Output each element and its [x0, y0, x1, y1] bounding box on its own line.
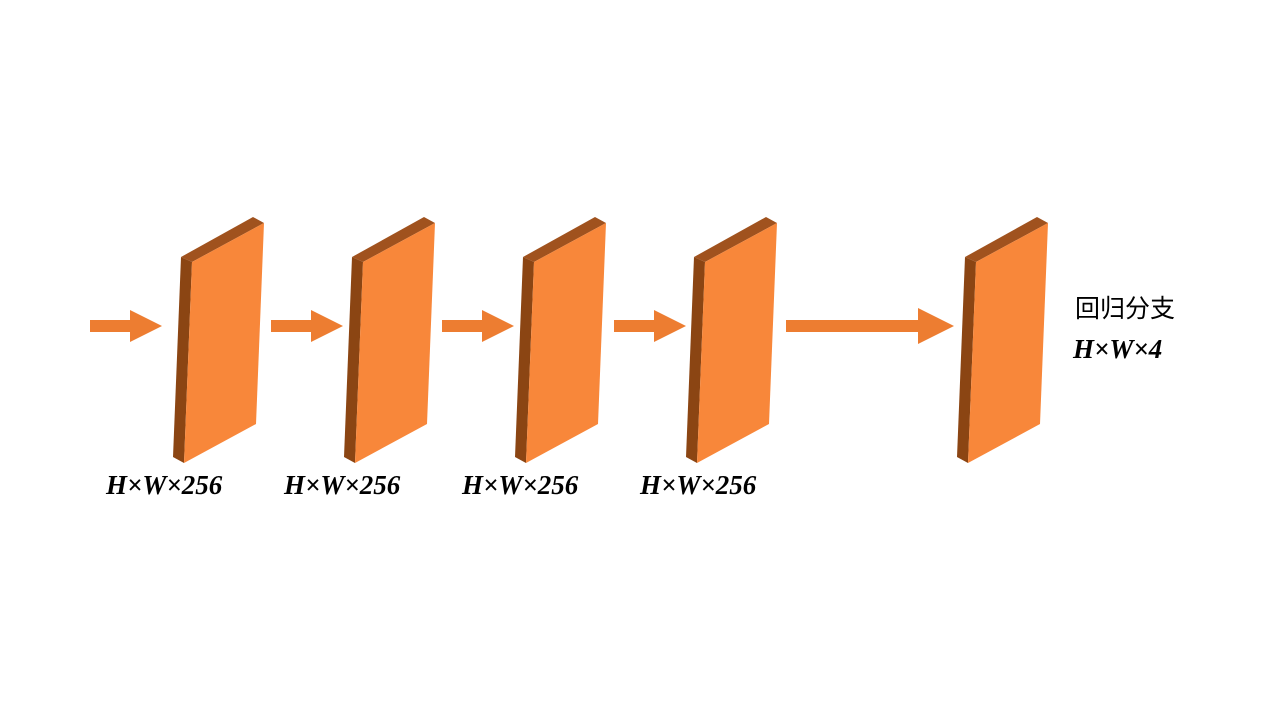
feature-map-output — [957, 217, 1048, 463]
arrow-input — [90, 310, 162, 342]
layer-3-dims-label: H×W×256 — [462, 470, 579, 500]
feature-map-3 — [515, 217, 606, 463]
arrow-1-2 — [271, 310, 343, 342]
feature-map-4 — [686, 217, 777, 463]
feature-map-1 — [173, 217, 264, 463]
arrow-2-3 — [442, 310, 514, 342]
regression-branch-title: 回归分支 — [1075, 294, 1176, 323]
layer-1-dims-label: H×W×256 — [106, 470, 223, 500]
layer-4-dims-label: H×W×256 — [640, 470, 757, 500]
output-dims-label: H×W×4 — [1073, 334, 1163, 364]
layer-2-dims-label: H×W×256 — [284, 470, 401, 500]
feature-map-2 — [344, 217, 435, 463]
arrow-4-output — [786, 308, 954, 344]
arrow-3-4 — [614, 310, 686, 342]
